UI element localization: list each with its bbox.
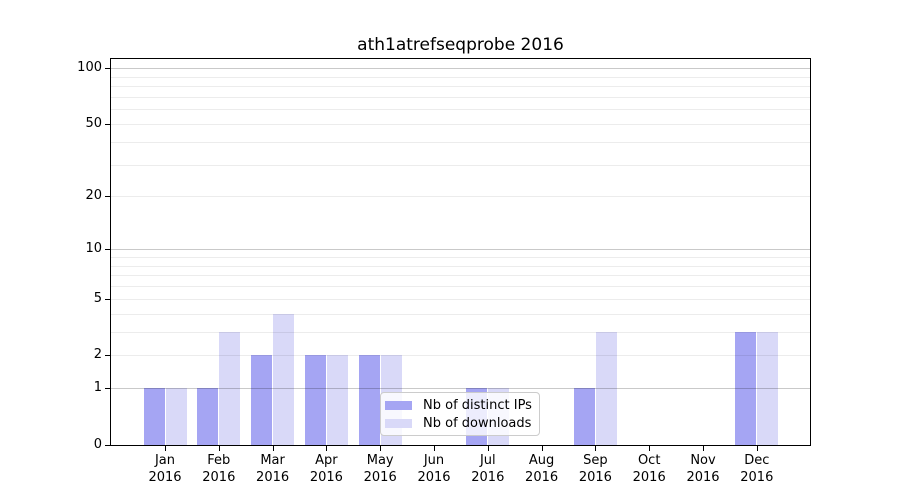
x-tick-label-may: May 2016: [363, 453, 397, 485]
y-tick-5: [105, 299, 110, 300]
legend-label-distinct-ips: Nb of distinct IPs: [423, 397, 532, 413]
y-tick-20: [105, 196, 110, 197]
legend: Nb of distinct IPs Nb of downloads: [380, 392, 540, 436]
x-tick-label-jun: Jun 2016: [417, 453, 451, 485]
x-tick-dec: [756, 446, 758, 451]
x-tick-label-mar: Mar 2016: [256, 453, 290, 485]
x-tick-label-nov: Nov 2016: [686, 453, 720, 485]
x-tick-label-apr: Apr 2016: [309, 453, 343, 485]
x-tick-may: [380, 446, 382, 451]
bar-distinct-ips-mar: [251, 355, 273, 445]
x-tick-label-feb: Feb 2016: [202, 453, 236, 485]
bar-distinct-ips-apr: [304, 355, 326, 445]
bar-downloads-feb: [219, 331, 241, 445]
y-tick-50: [105, 124, 110, 125]
chart-title: ath1atrefseqprobe 2016: [357, 35, 564, 55]
bar-distinct-ips-feb: [197, 388, 219, 445]
bar-downloads-dec: [757, 331, 779, 445]
x-tick-label-jul: Jul 2016: [471, 453, 505, 485]
y-tick-100: [105, 68, 110, 69]
x-tick-label-aug: Aug 2016: [525, 453, 559, 485]
y-tick-label-10: 10: [85, 241, 102, 256]
bar-distinct-ips-may: [358, 355, 380, 445]
x-tick-oct: [649, 446, 651, 451]
y-tick-label-0: 0: [93, 437, 102, 452]
y-tick-10: [105, 249, 110, 250]
bar-distinct-ips-sep: [573, 388, 595, 445]
x-tick-nov: [703, 446, 704, 451]
bar-distinct-ips-dec: [735, 331, 757, 445]
y-tick-2: [105, 355, 110, 356]
x-tick-jan: [165, 446, 166, 451]
x-tick-label-sep: Sep 2016: [578, 453, 612, 485]
y-tick-0: [105, 445, 110, 446]
downloads-swatch-icon: [385, 418, 412, 428]
y-tick-1: [105, 388, 110, 389]
bar-downloads-mar: [273, 313, 295, 445]
y-tick-label-2: 2: [93, 347, 102, 362]
x-tick-label-dec: Dec 2016: [740, 453, 774, 485]
bar-downloads-sep: [595, 331, 617, 445]
x-tick-aug: [541, 446, 543, 451]
bar-downloads-apr: [326, 355, 348, 445]
bar-downloads-jan: [165, 388, 187, 445]
bars-layer: [111, 59, 810, 445]
x-tick-label-jan: Jan 2016: [148, 453, 182, 485]
distinct-ips-swatch-icon: [385, 400, 412, 410]
y-tick-label-1: 1: [93, 380, 102, 395]
x-tick-jul: [487, 446, 489, 451]
x-tick-jun: [434, 446, 435, 451]
y-tick-label-50: 50: [85, 116, 102, 131]
x-tick-apr: [326, 446, 328, 451]
y-tick-label-20: 20: [85, 188, 102, 203]
x-tick-label-oct: Oct 2016: [632, 453, 666, 485]
plot-area: [110, 58, 811, 446]
y-tick-label-5: 5: [93, 291, 102, 306]
y-tick-label-100: 100: [77, 60, 102, 75]
x-tick-feb: [218, 446, 220, 451]
legend-row-downloads: Nb of downloads: [385, 417, 533, 430]
bar-distinct-ips-jan: [143, 388, 165, 445]
x-tick-sep: [595, 446, 597, 451]
legend-label-downloads: Nb of downloads: [423, 415, 532, 431]
x-tick-mar: [272, 446, 274, 451]
legend-row-distinct-ips: Nb of distinct IPs: [385, 399, 533, 412]
